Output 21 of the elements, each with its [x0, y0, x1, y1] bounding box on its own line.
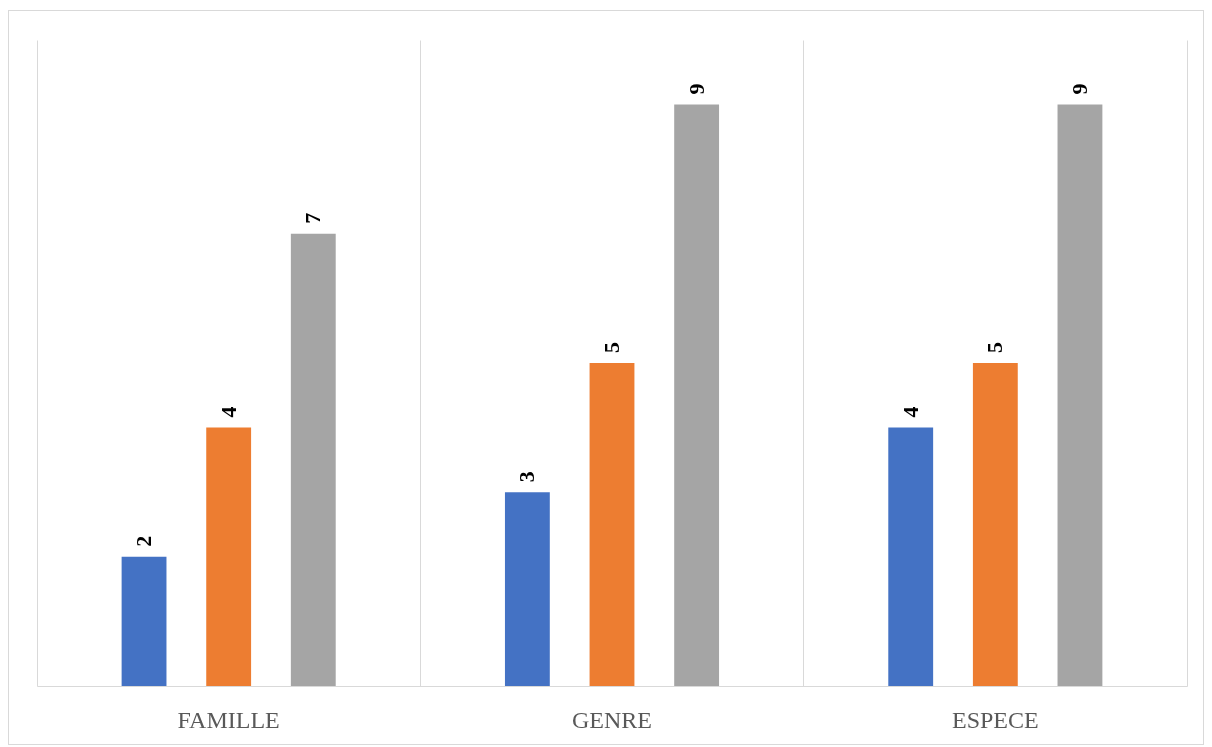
x-tick-label: GENRE [572, 706, 652, 733]
data-label: 4 [897, 406, 923, 418]
x-tick-label: FAMILLE [177, 706, 280, 733]
data-label: 5 [599, 342, 624, 353]
bar [504, 492, 550, 686]
data-label: 7 [300, 212, 326, 224]
data-label: 2 [131, 535, 157, 547]
bar [674, 104, 720, 686]
bar [589, 363, 635, 686]
bar [206, 427, 252, 686]
data-label: 4 [215, 406, 241, 418]
bar [972, 363, 1018, 686]
data-label: 9 [1066, 83, 1092, 95]
data-label: 9 [683, 83, 709, 95]
bar [1057, 104, 1103, 686]
data-label: 3 [514, 471, 540, 483]
bar [290, 233, 336, 686]
data-label: 5 [982, 342, 1008, 353]
bar [888, 427, 934, 686]
bar [121, 556, 167, 686]
x-tick-label: ESPECE [951, 706, 1039, 733]
